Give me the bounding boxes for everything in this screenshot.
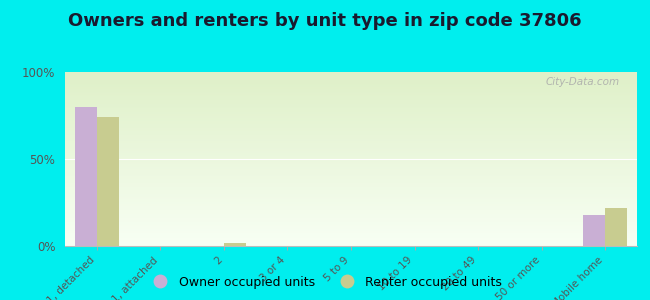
- Legend: Owner occupied units, Renter occupied units: Owner occupied units, Renter occupied un…: [143, 271, 507, 294]
- Bar: [75, 107, 97, 246]
- Bar: [97, 117, 119, 246]
- Text: Owners and renters by unit type in zip code 37806: Owners and renters by unit type in zip c…: [68, 12, 582, 30]
- Text: City-Data.com: City-Data.com: [546, 77, 620, 87]
- Bar: [583, 215, 605, 246]
- Bar: [224, 242, 246, 246]
- Bar: [605, 208, 627, 246]
